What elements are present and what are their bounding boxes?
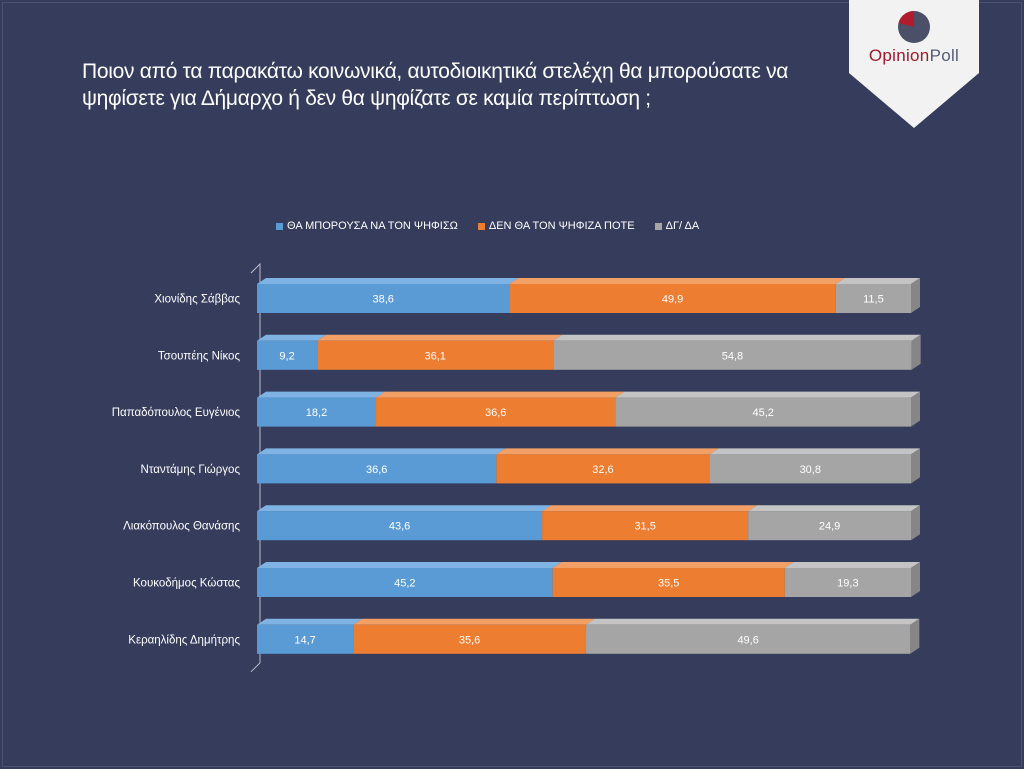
bar-top-face <box>257 618 363 625</box>
value-label: 49,9 <box>662 294 683 306</box>
category-label: Χιονίδης Σάββας <box>154 294 240 306</box>
bar-side-face <box>911 278 920 313</box>
category-label: Λιακόπουλος Θανάσης <box>123 521 240 533</box>
bar-segment <box>376 397 616 427</box>
legend-label: ΘΑ ΜΠΟΡΟΥΣΑ ΝΑ ΤΟΝ ΨΗΦΙΣΩ <box>287 220 458 232</box>
slide-title: Ποιον από τα παρακάτω κοινωνικά, αυτοδιο… <box>82 60 789 110</box>
value-label: 24,9 <box>819 521 840 533</box>
legend-swatch-orange <box>477 222 485 230</box>
bar-top-face <box>257 391 386 398</box>
value-label: 9,2 <box>279 350 294 362</box>
bar-top-face <box>709 448 920 455</box>
bar-top-face <box>748 505 920 512</box>
bar-top-face <box>784 562 920 568</box>
bar-top-face <box>257 505 552 512</box>
bar-top-face <box>542 505 758 512</box>
pie-logo-icon <box>898 10 930 43</box>
bar-segment <box>585 624 911 654</box>
value-label: 38,6 <box>373 294 394 306</box>
bar-side-face <box>910 618 920 654</box>
bar-side-face <box>911 448 920 484</box>
legend-item-would-vote: ΘΑ ΜΠΟΡΟΥΣΑ ΝΑ ΤΟΝ ΨΗΦΙΣΩ <box>276 220 458 232</box>
legend-label: ΔΕΝ ΘΑ ΤΟΝ ΨΗΦΙΖΑ ΠΟΤΕ <box>488 220 635 232</box>
bar-segment <box>257 511 543 541</box>
bar-side-face <box>911 334 921 370</box>
value-label: 11,5 <box>863 294 884 306</box>
value-label: 45,2 <box>752 407 773 419</box>
legend-swatch-blue <box>276 222 283 230</box>
value-label: 35,5 <box>658 578 679 590</box>
value-label: 32,6 <box>592 464 613 476</box>
bar-side-face <box>911 505 920 541</box>
value-label: 36,1 <box>425 350 446 362</box>
bar-segment <box>353 624 586 654</box>
category-label: Κουκοδήμος Κώστας <box>133 578 240 590</box>
bar-segment <box>257 397 377 427</box>
bar-top-face <box>257 562 562 568</box>
legend-swatch-gray <box>654 222 662 230</box>
bar-segment <box>257 284 510 313</box>
value-label: 36,6 <box>366 464 387 476</box>
bar-segment <box>615 397 911 427</box>
logo-opinion-text: Opinion <box>868 46 930 65</box>
bar-top-face <box>553 334 921 341</box>
bar-segment <box>552 568 785 597</box>
bar-top-face <box>257 278 519 284</box>
legend-label: ΔΓ/ ΔΑ <box>665 220 700 232</box>
logo-wordmark: OpinionPoll <box>849 46 979 66</box>
bar-top-face <box>615 391 920 398</box>
bar-segment <box>748 511 911 541</box>
bar-segment <box>709 454 911 484</box>
bar-top-face <box>376 391 625 398</box>
bar-segment <box>257 568 553 597</box>
value-label: 54,8 <box>722 350 743 362</box>
value-label: 35,6 <box>459 634 480 646</box>
value-label: 45,2 <box>394 578 415 590</box>
bar-segment <box>835 284 911 313</box>
category-label: Κεραηλίδης Δημήτρης <box>128 634 240 646</box>
bar-top-face <box>257 334 327 341</box>
logo-poll-text: Poll <box>929 46 960 65</box>
bar-top-face <box>353 618 595 625</box>
bar-segment <box>542 511 749 541</box>
bar-side-face <box>911 391 920 427</box>
bar-top-face <box>835 278 920 284</box>
bar-top-face <box>552 562 794 568</box>
category-label: Παπαδόπουλος Ευγένιος <box>112 407 241 419</box>
bar-top-face <box>509 278 845 284</box>
bar-segment <box>553 340 912 370</box>
bar-top-face <box>496 448 719 455</box>
bar-top-face <box>585 618 920 625</box>
value-label: 31,5 <box>634 521 655 533</box>
bar-top-face <box>317 334 563 341</box>
bar-segment <box>784 568 911 597</box>
bar-segment <box>317 340 554 370</box>
value-label: 36,6 <box>485 407 506 419</box>
value-label: 49,6 <box>737 634 758 646</box>
legend-item-dk-na: ΔΓ/ ΔΑ <box>654 220 700 232</box>
bar-segment <box>257 340 318 370</box>
logo-banner-shape <box>849 0 979 128</box>
value-label: 18,2 <box>306 407 327 419</box>
bar-segment <box>257 624 354 654</box>
opinionpoll-logo: OpinionPoll <box>849 0 979 128</box>
category-label: Νταντάμης Γιώργος <box>141 464 241 476</box>
category-label: Τσουπέης Νίκος <box>158 350 241 362</box>
value-label: 14,7 <box>294 634 315 646</box>
value-label: 43,6 <box>389 521 410 533</box>
bar-side-face <box>911 562 920 597</box>
legend-item-would-not-vote: ΔΕΝ ΘΑ ΤΟΝ ΨΗΦΙΖΑ ΠΟΤΕ <box>477 220 635 232</box>
bar-segment <box>509 284 836 313</box>
chart-legend: ΘΑ ΜΠΟΡΟΥΣΑ ΝΑ ΤΟΝ ΨΗΦΙΣΩ ΔΕΝ ΘΑ ΤΟΝ ΨΗΦ… <box>276 218 699 234</box>
value-label: 30,8 <box>800 464 821 476</box>
bar-top-face <box>257 448 506 455</box>
bar-segment <box>496 454 710 484</box>
value-label: 19,3 <box>837 578 858 590</box>
bar-segment <box>257 454 497 484</box>
